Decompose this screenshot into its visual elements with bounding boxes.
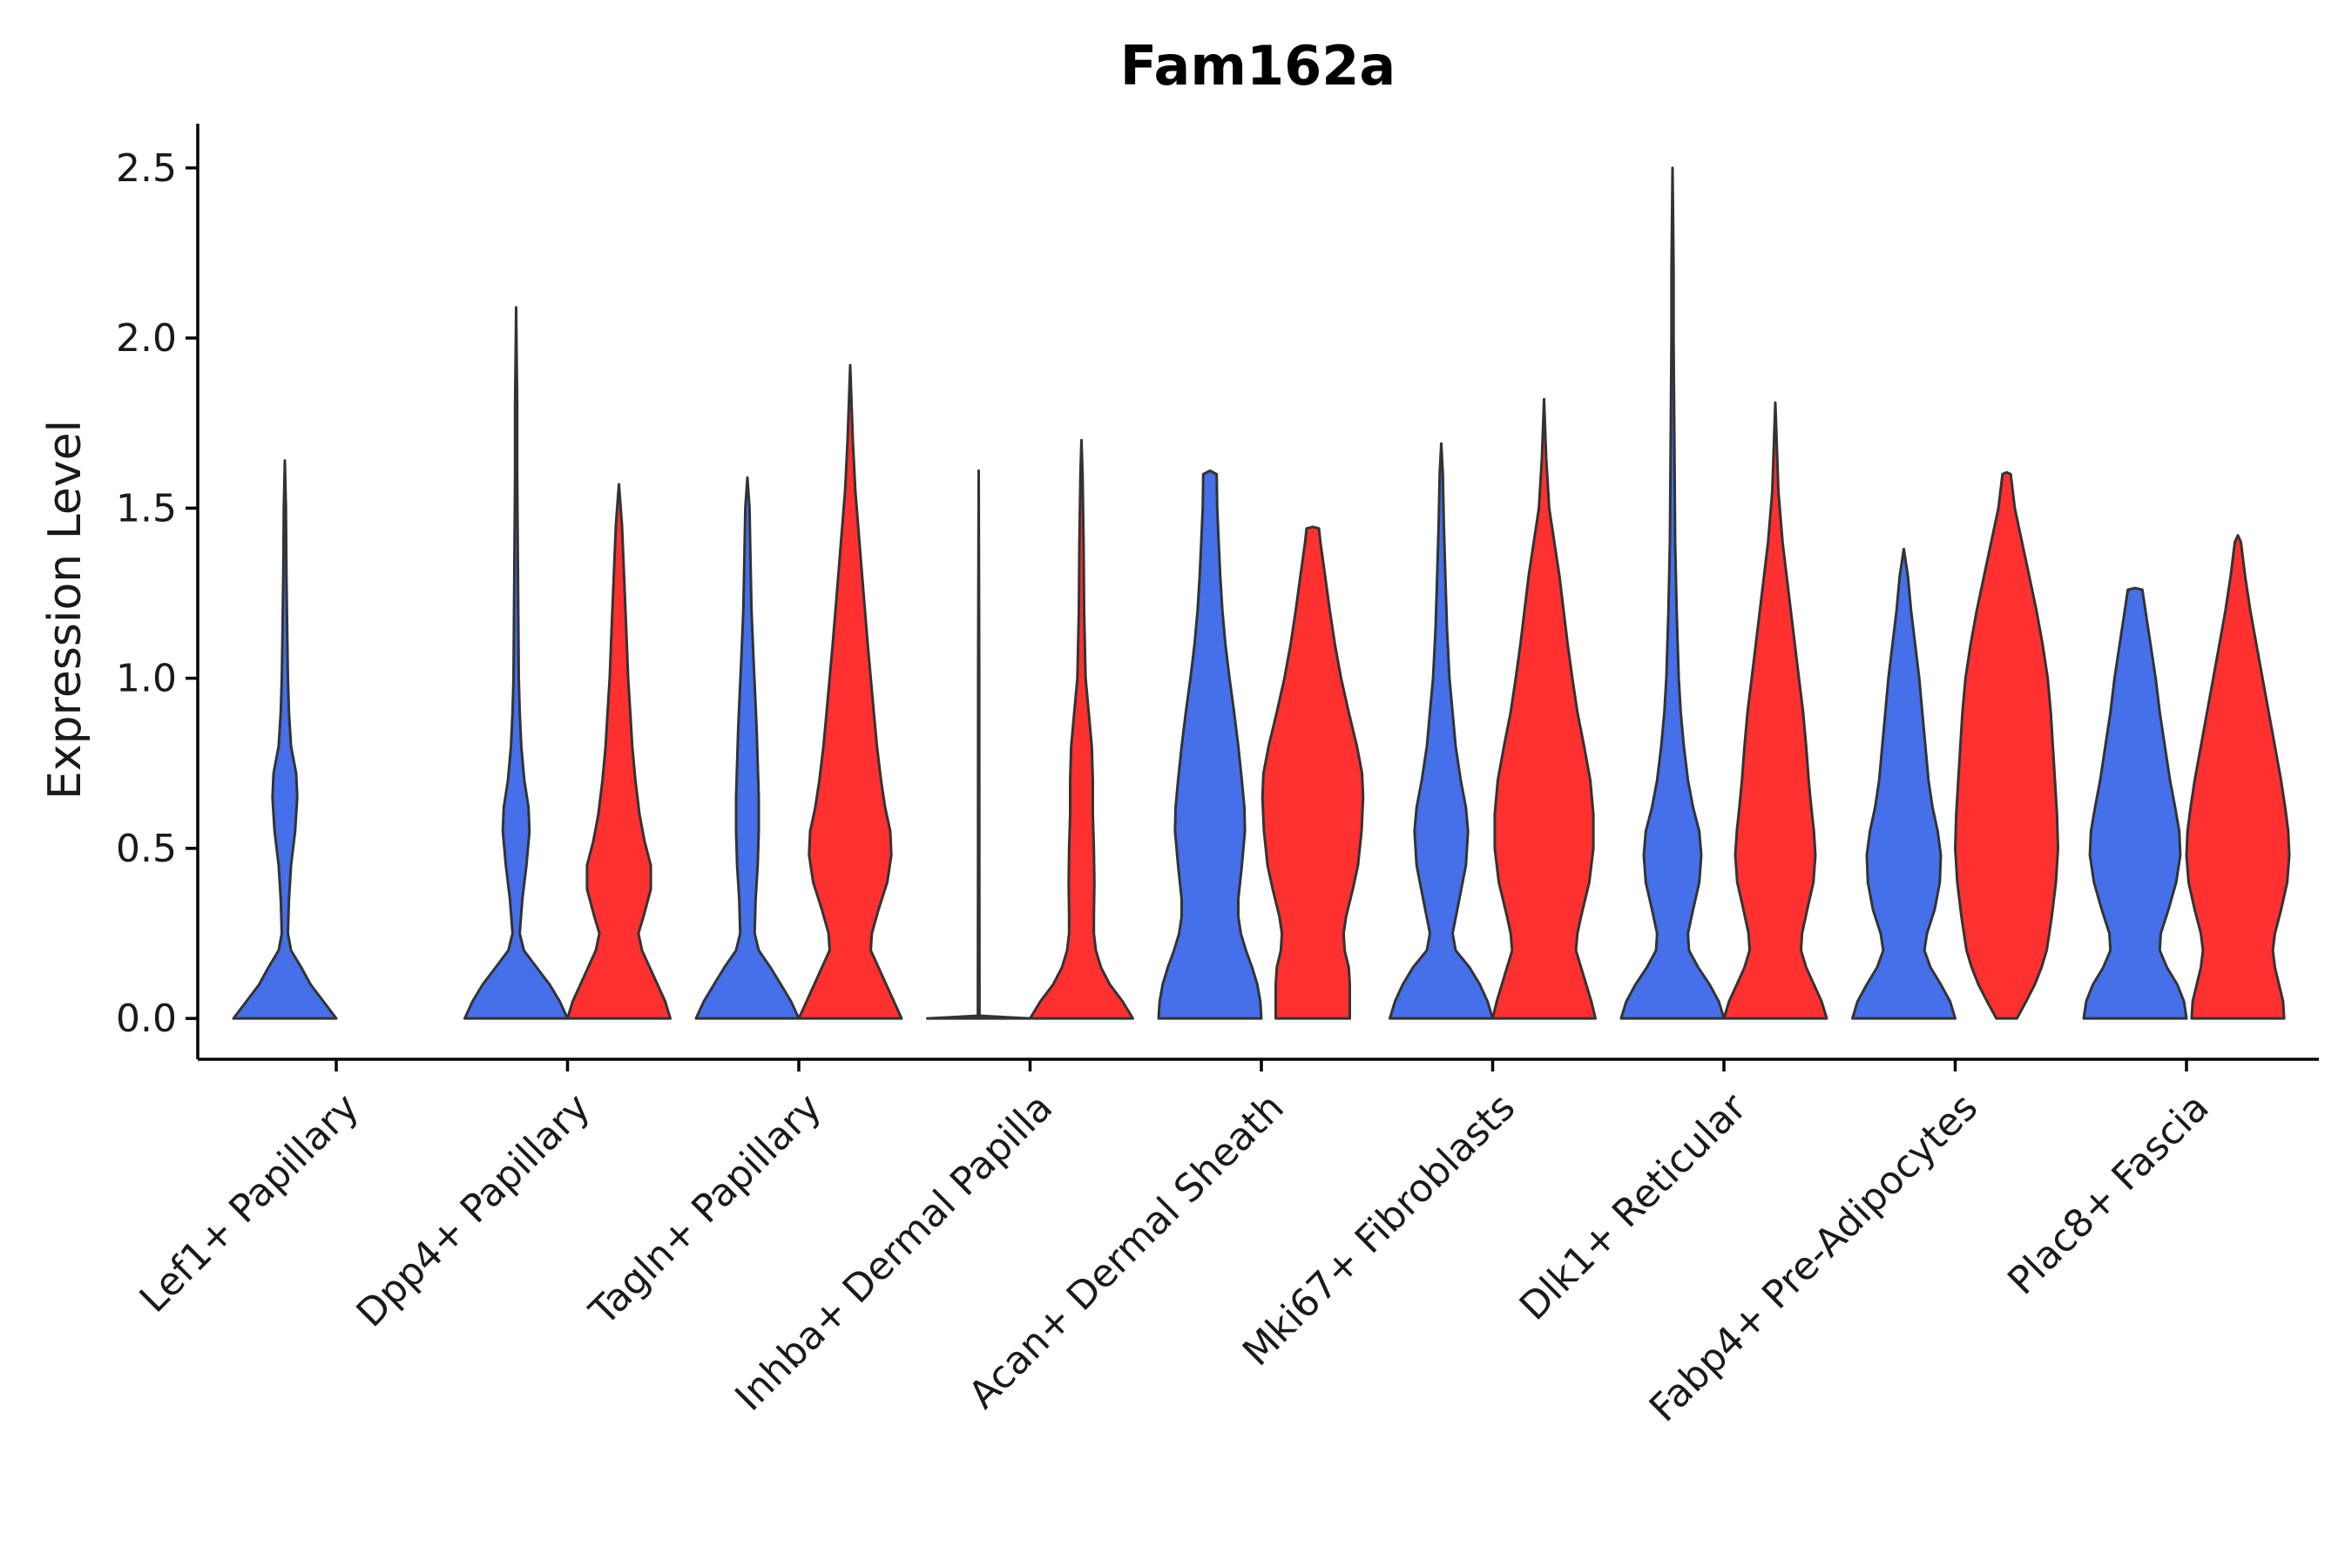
violin-6-b <box>1722 401 1828 1020</box>
violin-5-b <box>1491 397 1597 1020</box>
violin-3-b <box>1029 438 1134 1020</box>
violins-group <box>232 166 2291 1020</box>
violin-4-a <box>1157 469 1263 1020</box>
y-tick-label: 1.0 <box>116 657 177 701</box>
violin-6-a <box>1619 166 1726 1020</box>
violin-8-b <box>2185 534 2291 1020</box>
y-axis-ticks: 0.0 0.5 1.0 1.5 2.0 2.5 <box>116 146 198 1041</box>
x-tick-label: Lef1+ Papillary <box>132 1085 368 1321</box>
x-tick-label: Dpp4+ Papillary <box>348 1085 599 1336</box>
y-tick-label: 2.5 <box>116 146 177 191</box>
violin-2-b <box>797 363 903 1020</box>
x-tick-label: Tagln+ Papillary <box>581 1085 830 1335</box>
y-tick-label: 2.0 <box>116 316 177 361</box>
x-tick-label: Dlk1+ Reticular <box>1511 1085 1756 1329</box>
violin-1-a <box>463 306 569 1020</box>
y-tick-label: 0.0 <box>116 997 177 1041</box>
violin-0-a <box>232 459 338 1020</box>
violin-3-a <box>926 469 1031 1020</box>
y-tick-label: 1.5 <box>116 486 177 531</box>
violin-7-b <box>1954 470 2059 1020</box>
violin-1-b <box>566 483 672 1020</box>
violin-2-a <box>694 476 801 1020</box>
violin-4-b <box>1260 525 1365 1020</box>
y-tick-label: 0.5 <box>116 827 177 871</box>
violin-8-a <box>2082 586 2188 1020</box>
violin-7-a <box>1851 547 1957 1020</box>
x-tick-label: Plac8+ Fascia <box>1999 1085 2218 1304</box>
y-axis-label: Expression Level <box>39 420 91 800</box>
chart-title: Fam162a <box>1120 34 1396 98</box>
violin-5-a <box>1389 442 1494 1020</box>
